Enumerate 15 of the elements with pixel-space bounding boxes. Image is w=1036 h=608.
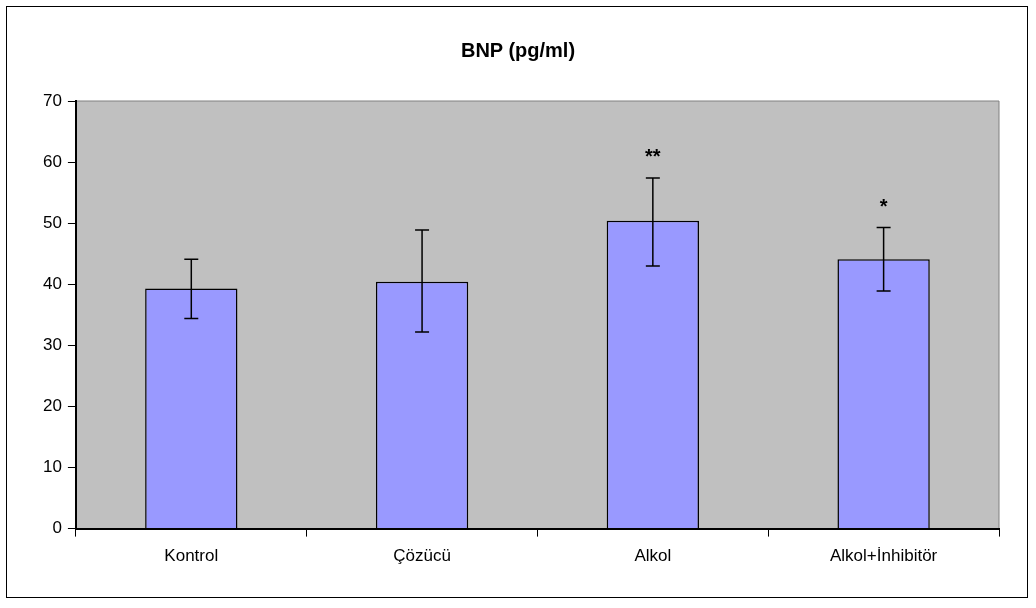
y-tick-label: 70: [42, 90, 62, 110]
x-tick-label: Çözücü: [393, 546, 451, 566]
chart-title: BNP (pg/ml): [460, 38, 576, 61]
annotation: *: [879, 194, 888, 217]
x-tick-label: Kontrol: [164, 546, 219, 566]
x-tick-label: Alkol+İnhibitör: [829, 546, 938, 566]
annotation: **: [645, 145, 661, 168]
x-tick-label: Alkol: [634, 546, 672, 566]
y-tick-label: 40: [42, 273, 62, 293]
y-tick-label: 0: [52, 518, 62, 538]
y-tick-label: 60: [42, 151, 62, 171]
y-tick-label: 20: [42, 396, 62, 416]
y-tick-label: 50: [42, 212, 62, 232]
y-tick-label: 10: [42, 457, 62, 477]
y-tick-label: 30: [42, 335, 62, 355]
